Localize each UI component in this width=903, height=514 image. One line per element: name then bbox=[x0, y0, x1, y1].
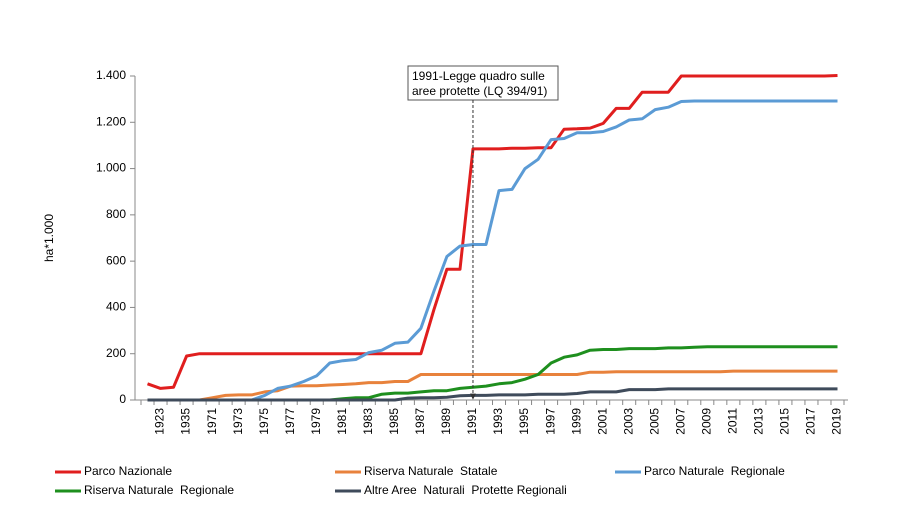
x-tick-label: 1983 bbox=[361, 408, 375, 435]
x-tick-label: 1991 bbox=[465, 408, 479, 435]
x-tick-label: 1993 bbox=[491, 408, 505, 435]
x-tick-label: 1979 bbox=[309, 408, 323, 435]
series-line bbox=[147, 387, 838, 402]
x-tick-label: 2009 bbox=[699, 408, 713, 435]
x-tick-label: 2005 bbox=[647, 408, 661, 435]
legend-label: Riserva Naturale Regionale bbox=[84, 483, 234, 497]
series-line bbox=[199, 99, 838, 402]
x-tick-label: 1971 bbox=[205, 408, 219, 435]
x-tick-label: 1985 bbox=[387, 408, 401, 435]
y-tick-label: 800 bbox=[106, 207, 126, 221]
x-tick-label: 1995 bbox=[517, 408, 531, 435]
annotation-box bbox=[407, 65, 559, 101]
y-tick-label: 200 bbox=[106, 346, 126, 360]
y-tick-label: 0 bbox=[119, 392, 126, 406]
annotation-text: 1991-Legge quadro sulle bbox=[412, 69, 545, 83]
x-tick-label: 1977 bbox=[283, 408, 297, 435]
x-tick-label: 1987 bbox=[413, 408, 427, 435]
y-tick-label: 1.200 bbox=[96, 114, 126, 128]
y-tick-label: 1.000 bbox=[96, 161, 126, 175]
x-tick-label: 2017 bbox=[804, 408, 818, 435]
y-axis-label: ha*1.000 bbox=[42, 214, 56, 262]
x-tick-label: 1989 bbox=[439, 408, 453, 435]
x-tick-label: 1923 bbox=[153, 408, 167, 435]
legend-label: Parco Nazionale bbox=[84, 464, 172, 478]
x-tick-label: 2007 bbox=[673, 408, 687, 435]
x-tick-label: 1973 bbox=[231, 408, 245, 435]
series-line bbox=[199, 369, 838, 402]
x-tick-label: 2003 bbox=[621, 408, 635, 435]
legend-label: Riserva Naturale Statale bbox=[364, 464, 498, 478]
x-tick-label: 1997 bbox=[543, 408, 557, 435]
x-tick-label: 2019 bbox=[830, 408, 844, 435]
x-tick-label: 1975 bbox=[257, 408, 271, 435]
annotation-text: aree protette (LQ 394/91) bbox=[412, 84, 547, 98]
x-tick-label: 2011 bbox=[726, 408, 740, 434]
y-tick-label: 600 bbox=[106, 253, 126, 267]
y-tick-label: 400 bbox=[106, 300, 126, 314]
x-tick-label: 1981 bbox=[335, 408, 349, 435]
x-tick-label: 1935 bbox=[179, 408, 193, 435]
x-tick-label: 2001 bbox=[595, 408, 609, 435]
x-tick-label: 2013 bbox=[752, 408, 766, 435]
x-tick-label: 1999 bbox=[569, 408, 583, 435]
y-tick-label: 1.400 bbox=[96, 68, 126, 82]
legend-label: Altre Aree Naturali Protette Regionali bbox=[364, 483, 567, 497]
series-line bbox=[146, 74, 838, 390]
legend-label: Parco Naturale Regionale bbox=[644, 464, 785, 478]
x-tick-label: 2015 bbox=[778, 408, 792, 435]
